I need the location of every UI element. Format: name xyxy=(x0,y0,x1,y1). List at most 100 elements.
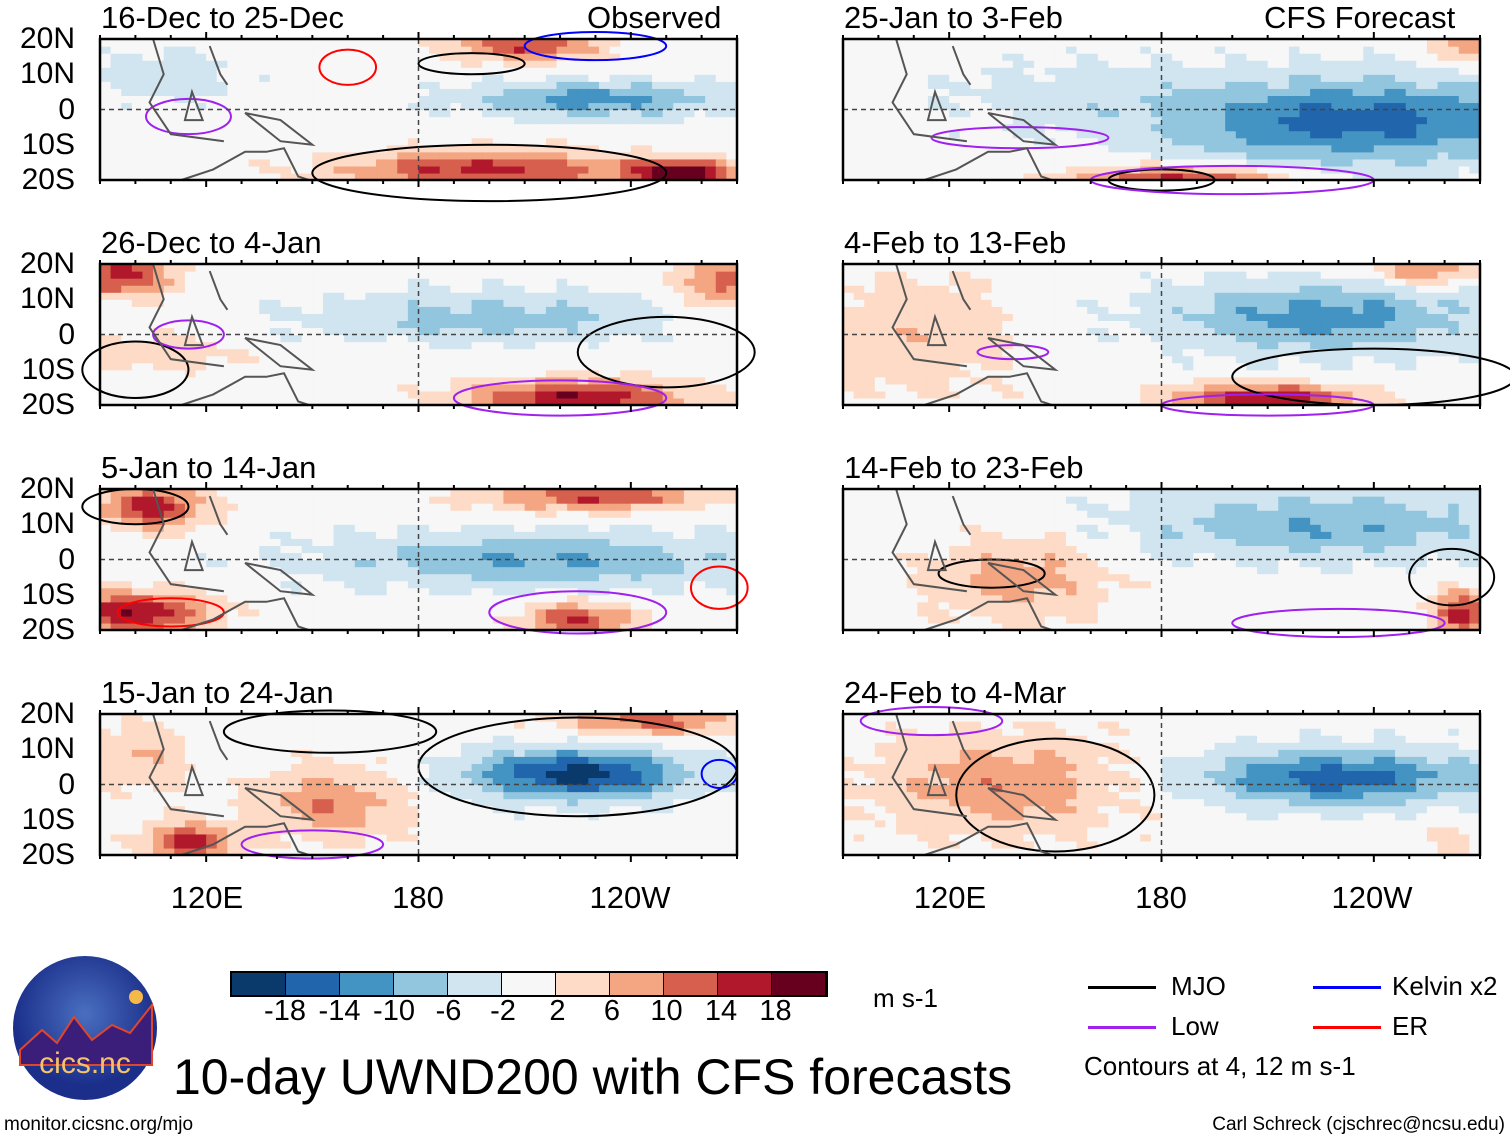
field-cell xyxy=(322,784,335,793)
field-cell xyxy=(227,74,239,82)
field-cell xyxy=(471,144,483,153)
field-cell xyxy=(609,770,621,779)
field-cell xyxy=(206,756,218,764)
field-cell xyxy=(312,327,324,336)
field-cell xyxy=(322,805,335,814)
field-cell xyxy=(322,756,335,764)
field-cell xyxy=(715,608,727,617)
field-cell xyxy=(110,559,122,568)
field-cell xyxy=(726,172,738,181)
field-cell xyxy=(620,840,632,849)
field-cell xyxy=(259,102,271,111)
field-cell xyxy=(471,109,483,118)
field-cell xyxy=(184,812,197,821)
field-cell xyxy=(195,840,207,849)
field-cell xyxy=(429,594,441,603)
field-cell xyxy=(726,306,738,314)
field-cell xyxy=(354,798,367,807)
field-cell xyxy=(694,721,706,729)
field-cell xyxy=(652,819,664,828)
field-cell xyxy=(291,46,303,54)
field-cell xyxy=(726,390,738,399)
field-cell xyxy=(248,749,260,757)
field-cell xyxy=(322,158,335,167)
field-cell xyxy=(174,137,186,146)
field-cell xyxy=(492,798,505,807)
field-cell xyxy=(163,756,175,764)
field-cell xyxy=(344,517,356,525)
field-cell xyxy=(301,615,313,624)
field-cell xyxy=(291,728,303,736)
field-cell xyxy=(110,489,122,497)
field-cell xyxy=(131,130,144,139)
field-cell xyxy=(301,770,313,779)
field-cell xyxy=(174,306,186,314)
field-cell xyxy=(694,320,706,329)
field-cell xyxy=(429,510,441,518)
field-cell xyxy=(652,264,664,272)
field-cell xyxy=(291,81,303,89)
field-cell xyxy=(418,39,430,47)
field-cell xyxy=(577,777,589,786)
field-cell xyxy=(662,552,674,561)
field-cell xyxy=(248,383,260,392)
field-cell xyxy=(683,327,696,336)
field-cell xyxy=(322,770,335,779)
field-cell xyxy=(429,116,441,125)
field-cell xyxy=(142,826,154,835)
field-cell xyxy=(620,306,632,314)
field-cell xyxy=(460,109,473,118)
field-cell xyxy=(514,320,526,329)
field-cell xyxy=(291,67,303,75)
field-cell xyxy=(652,847,664,856)
field-cell xyxy=(100,137,112,146)
field-cell xyxy=(609,306,621,314)
field-cell xyxy=(280,833,292,842)
field-cell xyxy=(535,728,547,736)
field-cell xyxy=(206,489,218,497)
field-cell xyxy=(121,538,133,546)
field-cell xyxy=(163,158,175,167)
field-cell xyxy=(163,805,175,814)
field-cell xyxy=(184,721,197,729)
field-cell xyxy=(301,369,313,378)
field-cell xyxy=(673,376,685,385)
field-cell xyxy=(216,390,228,399)
field-cell xyxy=(439,763,451,771)
field-cell xyxy=(227,376,239,385)
field-cell xyxy=(248,376,260,385)
field-cell xyxy=(482,503,494,511)
field-cell xyxy=(174,397,186,406)
field-cell xyxy=(514,489,526,497)
field-cell xyxy=(248,172,260,181)
field-cell xyxy=(492,383,505,392)
field-cell xyxy=(429,313,441,321)
field-cell xyxy=(333,292,345,300)
field-cell xyxy=(174,517,186,525)
field-cell xyxy=(322,292,335,300)
field-cell xyxy=(460,601,473,610)
field-cell xyxy=(609,826,621,835)
field-cell xyxy=(269,819,282,828)
field-cell xyxy=(492,714,505,722)
field-cell xyxy=(354,749,367,757)
field-cell xyxy=(365,397,377,406)
field-cell xyxy=(450,123,462,132)
field-cell xyxy=(567,538,579,546)
field-cell xyxy=(131,622,144,631)
field-cell xyxy=(705,320,717,329)
field-cell xyxy=(577,95,589,104)
field-cell xyxy=(503,172,515,181)
field-cell xyxy=(418,622,430,631)
field-cell xyxy=(248,615,260,624)
field-cell xyxy=(418,285,430,293)
field-cell xyxy=(195,376,207,385)
field-cell xyxy=(683,594,696,603)
field-cell xyxy=(514,728,526,736)
field-cell xyxy=(322,390,335,399)
field-cell xyxy=(121,264,133,272)
field-cell xyxy=(100,383,112,392)
field-cell xyxy=(365,95,377,104)
field-cell xyxy=(503,840,515,849)
field-cell xyxy=(588,285,600,293)
